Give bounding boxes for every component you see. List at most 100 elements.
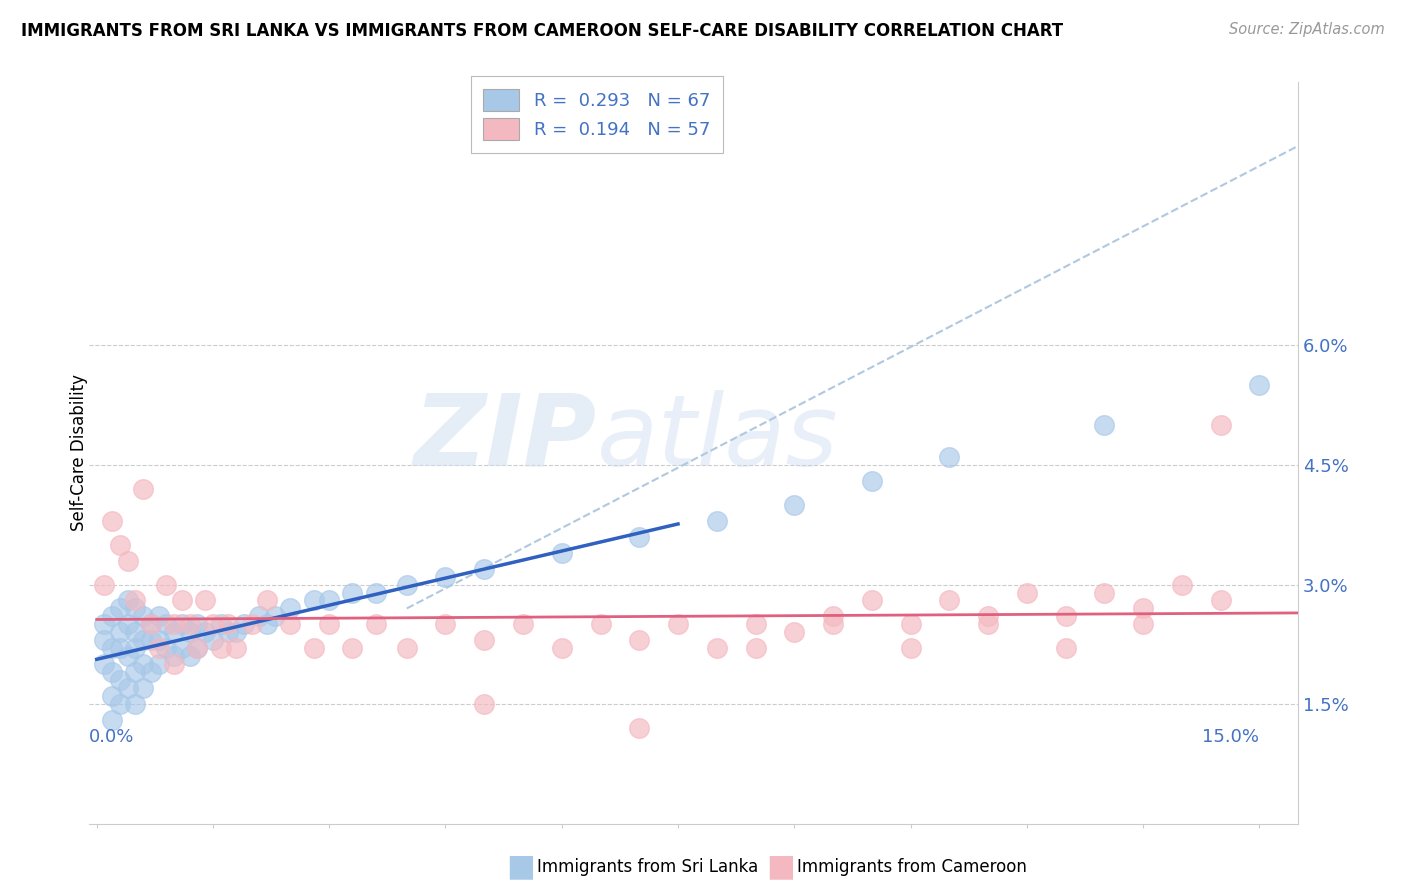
Point — [179, 617, 201, 632]
Point — [551, 546, 574, 560]
Point — [209, 641, 232, 656]
Point — [117, 553, 139, 567]
Point — [744, 641, 766, 656]
Point — [628, 721, 651, 735]
Point — [256, 617, 278, 632]
Point — [139, 617, 162, 632]
Point — [249, 609, 271, 624]
Text: Immigrants from Sri Lanka: Immigrants from Sri Lanka — [537, 858, 758, 876]
Point — [170, 593, 193, 607]
Point — [108, 625, 131, 640]
Point — [148, 609, 170, 624]
Point — [977, 609, 1000, 624]
Point — [364, 585, 387, 599]
Point — [666, 617, 689, 632]
Text: Source: ZipAtlas.com: Source: ZipAtlas.com — [1229, 22, 1385, 37]
Point — [1132, 601, 1154, 615]
Point — [101, 641, 124, 656]
Point — [101, 609, 124, 624]
Point — [93, 617, 115, 632]
Point — [117, 593, 139, 607]
Point — [108, 673, 131, 688]
Point — [1092, 585, 1115, 599]
Text: ■: ■ — [766, 853, 794, 881]
Point — [472, 561, 495, 575]
Point — [148, 641, 170, 656]
Point — [93, 577, 115, 591]
Point — [155, 617, 177, 632]
Point — [472, 697, 495, 711]
Point — [900, 617, 922, 632]
Point — [628, 530, 651, 544]
Point — [628, 633, 651, 648]
Point — [225, 641, 247, 656]
Point — [302, 593, 325, 607]
Point — [132, 609, 155, 624]
Point — [132, 482, 155, 496]
Point — [318, 617, 340, 632]
Point — [163, 625, 186, 640]
Point — [139, 633, 162, 648]
Point — [201, 633, 224, 648]
Point — [117, 681, 139, 696]
Point — [108, 641, 131, 656]
Point — [434, 617, 457, 632]
Point — [280, 601, 302, 615]
Point — [124, 641, 146, 656]
Point — [101, 514, 124, 528]
Point — [1171, 577, 1194, 591]
Point — [163, 617, 186, 632]
Point — [170, 617, 193, 632]
Point — [744, 617, 766, 632]
Point — [434, 569, 457, 583]
Point — [1132, 617, 1154, 632]
Point — [194, 593, 217, 607]
Point — [108, 601, 131, 615]
Point — [860, 474, 883, 488]
Point — [706, 514, 728, 528]
Text: ZIP: ZIP — [413, 390, 596, 487]
Point — [551, 641, 574, 656]
Point — [117, 617, 139, 632]
Point — [1209, 593, 1232, 607]
Point — [186, 617, 208, 632]
Point — [170, 641, 193, 656]
Point — [124, 665, 146, 680]
Point — [1092, 418, 1115, 433]
Point — [395, 641, 418, 656]
Point — [139, 665, 162, 680]
Text: 0.0%: 0.0% — [89, 728, 135, 746]
Point — [1054, 609, 1077, 624]
Point — [132, 657, 155, 672]
Point — [139, 617, 162, 632]
Point — [1209, 418, 1232, 433]
Point — [101, 713, 124, 727]
Point — [108, 538, 131, 552]
Point — [938, 450, 960, 464]
Text: IMMIGRANTS FROM SRI LANKA VS IMMIGRANTS FROM CAMEROON SELF-CARE DISABILITY CORRE: IMMIGRANTS FROM SRI LANKA VS IMMIGRANTS … — [21, 22, 1063, 40]
Point — [302, 641, 325, 656]
Point — [217, 617, 239, 632]
Point — [233, 617, 256, 632]
Point — [132, 633, 155, 648]
Point — [108, 697, 131, 711]
Text: atlas: atlas — [596, 390, 838, 487]
Point — [1249, 378, 1271, 392]
Point — [240, 617, 263, 632]
Point — [124, 593, 146, 607]
Text: 15.0%: 15.0% — [1202, 728, 1260, 746]
Point — [194, 625, 217, 640]
Point — [1015, 585, 1038, 599]
Point — [148, 633, 170, 648]
Point — [256, 593, 278, 607]
Text: Immigrants from Cameroon: Immigrants from Cameroon — [797, 858, 1026, 876]
Point — [589, 617, 612, 632]
Point — [472, 633, 495, 648]
Point — [124, 697, 146, 711]
Point — [132, 681, 155, 696]
Point — [93, 657, 115, 672]
Point — [148, 657, 170, 672]
Point — [364, 617, 387, 632]
Point — [1054, 641, 1077, 656]
Point — [186, 641, 208, 656]
